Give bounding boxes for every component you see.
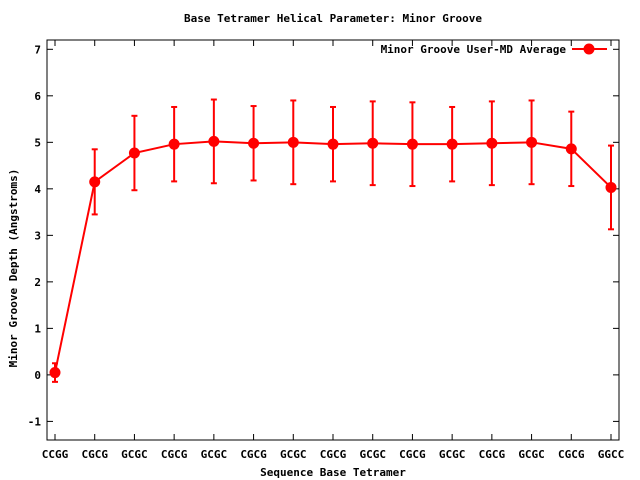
legend-label: Minor Groove User-MD Average — [381, 43, 567, 56]
data-point — [168, 138, 180, 150]
data-point — [128, 147, 140, 159]
data-point — [486, 137, 498, 149]
data-point — [526, 136, 538, 148]
y-tick-label: 1 — [34, 322, 41, 335]
x-tick-label: GCGC — [439, 448, 466, 461]
x-tick-label: GCGC — [201, 448, 228, 461]
y-tick-label: 4 — [34, 183, 41, 196]
data-point — [605, 181, 617, 193]
x-tick-label: CCGG — [42, 448, 69, 461]
data-point — [49, 367, 61, 379]
y-axis: -1 0 1 2 3 4 5 6 7 — [28, 43, 619, 428]
x-tick-label: CGCG — [399, 448, 426, 461]
x-tick-label: GCGC — [518, 448, 545, 461]
x-axis: CCGG CGCG GCGC CGCG GCGC CGCG GCGC CGCG GCGC CGCG… — [42, 40, 625, 461]
x-axis-label: Sequence Base Tetramer — [260, 466, 406, 479]
y-tick-label: 2 — [34, 276, 41, 289]
x-tick-label: CGCG — [320, 448, 347, 461]
data-point — [406, 138, 418, 150]
y-tick-label: 5 — [34, 136, 41, 149]
series-layer — [49, 98, 617, 383]
data-point — [327, 138, 339, 150]
data-point — [208, 135, 220, 147]
data-point — [89, 176, 101, 188]
y-tick-label: 6 — [34, 90, 41, 103]
x-tick-label: CGCG — [81, 448, 108, 461]
x-tick-label: CGCG — [240, 448, 267, 461]
x-tick-label: CGCG — [558, 448, 585, 461]
y-tick-label: -1 — [28, 415, 42, 428]
x-tick-label: GCGC — [359, 448, 386, 461]
y-tick-label: 3 — [34, 229, 41, 242]
x-tick-label: GGCC — [598, 448, 625, 461]
data-point — [248, 137, 260, 149]
y-tick-label: 0 — [34, 369, 41, 382]
data-point — [565, 143, 577, 155]
x-tick-label: CGCG — [161, 448, 188, 461]
x-tick-label: CGCG — [479, 448, 506, 461]
y-axis-label: Minor Groove Depth (Angstroms) — [7, 169, 20, 368]
data-point — [367, 137, 379, 149]
chart-title: Base Tetramer Helical Parameter: Minor G… — [184, 12, 482, 25]
y-tick-label: 7 — [34, 43, 41, 56]
data-point — [287, 136, 299, 148]
legend: Minor Groove User-MD Average — [381, 43, 607, 56]
data-point — [446, 138, 458, 150]
x-tick-label: GCGC — [121, 448, 148, 461]
x-tick-label: GCGC — [280, 448, 307, 461]
legend-marker — [583, 43, 595, 55]
